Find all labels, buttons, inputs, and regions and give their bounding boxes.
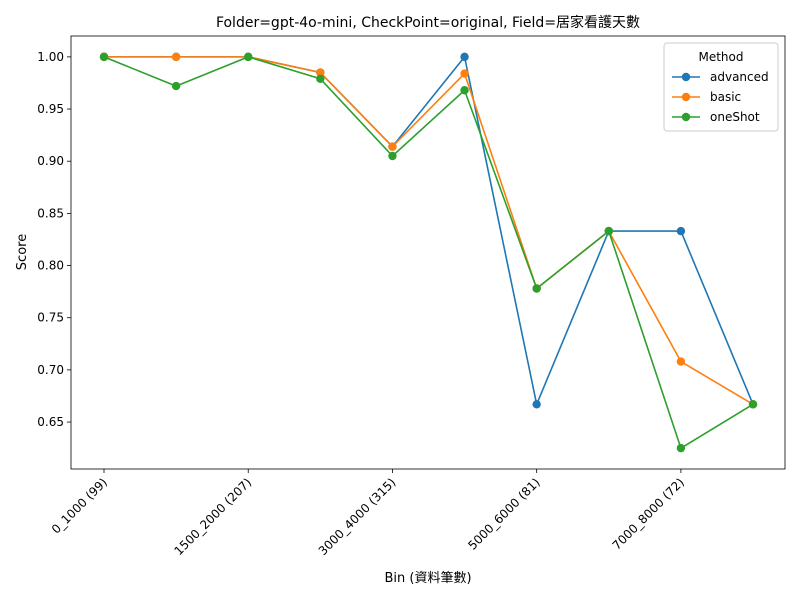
legend-marker-oneShot	[681, 112, 691, 122]
x-tick-label: 0_1000 (99)	[49, 475, 110, 536]
data-point-oneShot	[676, 443, 686, 453]
data-point-oneShot	[388, 151, 397, 161]
series-layer	[99, 52, 758, 453]
y-axis: 0.65 0.70 0.75 0.80 0.85 0.90 0.95 1.00	[37, 50, 71, 429]
data-point-advanced	[460, 52, 469, 62]
legend-entry-advanced: advanced	[672, 70, 769, 84]
y-tick-label: 0.65	[37, 415, 64, 429]
series-line-basic	[104, 56, 754, 405]
legend: Method advanced basic oneShot	[663, 42, 779, 132]
x-tick-label: 5000_6000 (81)	[465, 475, 542, 552]
legend-entries: advanced basic oneShot	[672, 70, 769, 124]
data-point-advanced	[532, 400, 541, 409]
y-tick-label: 0.75	[37, 311, 64, 325]
x-tick-label: 3000_4000 (315)	[316, 475, 399, 558]
plot-area	[70, 35, 786, 470]
data-point-oneShot	[532, 284, 541, 293]
legend-entry-basic: basic	[672, 90, 741, 104]
data-point-oneShot	[748, 400, 758, 409]
series-line-oneShot	[103, 56, 754, 449]
y-tick-label: 1.00	[37, 50, 64, 64]
x-axis-label: Bin (資料筆數)	[384, 571, 471, 586]
legend-label-basic: basic	[710, 90, 741, 104]
legend-box	[663, 42, 779, 132]
y-tick-label: 0.80	[37, 259, 64, 273]
legend-marker-basic	[681, 92, 691, 102]
data-point-basic	[316, 68, 325, 77]
legend-label-oneShot: oneShot	[710, 110, 760, 124]
data-point-basic	[676, 357, 686, 366]
x-tick-label: 7000_8000 (72)	[610, 475, 687, 552]
data-point-oneShot	[316, 74, 325, 83]
chart-title: Folder=gpt-4o-mini, CheckPoint=original,…	[216, 14, 640, 31]
data-point-oneShot	[171, 81, 181, 91]
legend-entry-oneShot: oneShot	[672, 110, 760, 124]
legend-title: Method	[698, 50, 743, 64]
data-point-basic	[171, 52, 181, 62]
y-tick-label: 0.95	[37, 102, 64, 116]
data-point-oneShot	[244, 52, 253, 62]
data-point-oneShot	[99, 52, 109, 62]
legend-label-advanced: advanced	[710, 70, 769, 84]
data-point-oneShot	[604, 226, 613, 236]
x-axis: 0_1000 (99) 1500_2000 (207) 3000_4000 (315…	[49, 469, 687, 558]
y-tick-label: 0.90	[37, 154, 64, 168]
data-point-basic	[460, 69, 469, 78]
y-tick-label: 0.70	[37, 363, 64, 377]
series-oneShot	[99, 52, 758, 453]
data-point-basic	[388, 142, 397, 151]
legend-marker-advanced	[681, 72, 691, 82]
y-axis-label: Score	[15, 234, 30, 270]
x-tick-label: 1500_2000 (207)	[171, 475, 254, 558]
y-tick-label: 0.85	[37, 206, 64, 220]
data-point-advanced	[676, 226, 686, 236]
series-advanced	[99, 52, 758, 409]
data-point-oneShot	[460, 86, 469, 95]
